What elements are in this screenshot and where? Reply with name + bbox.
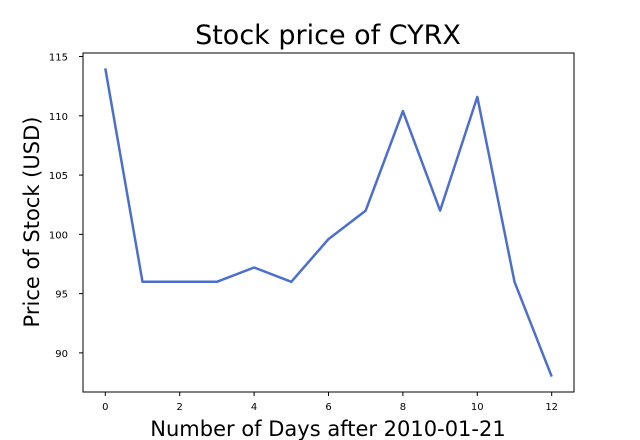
x-tick-label: 4 — [251, 402, 257, 413]
x-axis-label: Number of Days after 2010-01-21 — [150, 417, 505, 440]
y-tick-label: 90 — [55, 349, 68, 360]
y-tick-label: 105 — [49, 171, 68, 182]
price-series-line — [104, 68, 553, 378]
y-tick-label: 100 — [49, 230, 68, 241]
x-tick-label: 2 — [177, 402, 183, 413]
x-tick-label: 12 — [545, 402, 558, 413]
x-tick-label: 0 — [102, 402, 108, 413]
y-tick-label: 115 — [49, 53, 68, 64]
y-tick-label: 110 — [49, 112, 68, 123]
y-axis-label: Price of Stock (USD) — [20, 117, 44, 328]
chart-title: Stock price of CYRX — [195, 20, 461, 51]
x-tick-label: 8 — [400, 402, 406, 413]
y-axis: 90 95 100 105 110 115 — [49, 53, 83, 360]
x-tick-label: 10 — [471, 402, 484, 413]
x-tick-label: 6 — [325, 402, 331, 413]
y-tick-label: 95 — [55, 290, 68, 301]
x-axis: 0 2 4 6 8 10 12 — [102, 392, 558, 413]
plot-area — [82, 52, 575, 393]
